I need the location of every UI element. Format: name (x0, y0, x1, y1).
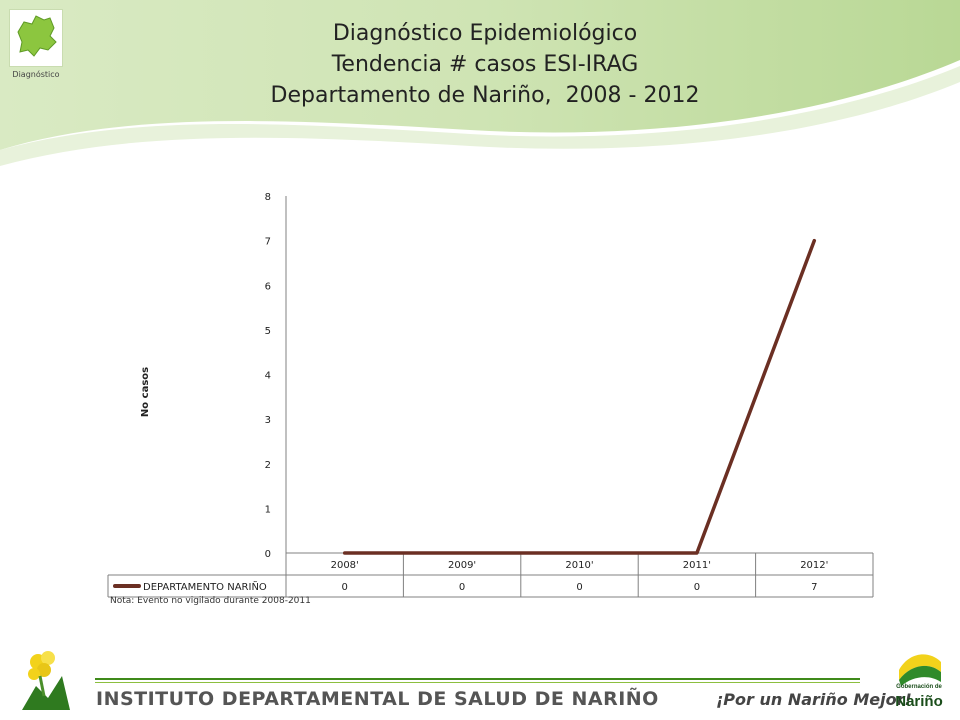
category-label: 2009' (448, 560, 476, 571)
y-axis-label: No casos (140, 367, 151, 417)
y-tick-label: 7 (265, 237, 271, 248)
table-cell-value: 0 (694, 582, 700, 593)
legend-entry-departamento-narino: DEPARTAMENTO NARIÑO (143, 580, 267, 593)
header-background (0, 0, 960, 166)
chart-note: Nota: Evento no vigilado durante 2008-20… (110, 596, 311, 606)
table-cell-value: 0 (342, 582, 348, 593)
footer-rule-thin (95, 682, 860, 683)
footer-rule (95, 678, 860, 680)
title-line-1: Diagnóstico Epidemiológico (332, 21, 638, 46)
y-tick-label: 1 (265, 504, 271, 515)
category-labels: 2008' 2009' 2010' 2011' 2012' (331, 560, 829, 571)
table-cell-value: 0 (459, 582, 465, 593)
category-label: 2008' (331, 560, 359, 571)
category-label: 2012' (800, 560, 828, 571)
gobernacion-label: Gobernación de (896, 684, 942, 690)
institute-name: INSTITUTO DEPARTAMENTAL DE SALUD DE NARI… (96, 688, 659, 710)
page-title: Diagnóstico Epidemiológico Tendencia # c… (180, 18, 790, 111)
y-tick-label: 4 (265, 371, 271, 382)
table-values: 0 0 0 0 7 (342, 582, 818, 593)
y-tick-label: 8 (265, 192, 271, 203)
y-tick-label: 5 (265, 326, 271, 337)
title-line-3: Departamento de Nariño, 2008 - 2012 (270, 83, 700, 108)
flower-emblem-icon (22, 651, 70, 710)
y-axis-ticks: 0 1 2 3 4 5 6 7 8 (265, 192, 271, 560)
table-cell-value: 7 (811, 582, 817, 593)
category-label: 2010' (565, 560, 593, 571)
table-cell-value: 0 (576, 582, 582, 593)
logo-caption: Diagnóstico (12, 70, 60, 79)
y-tick-label: 6 (265, 281, 271, 292)
category-label: 2011' (683, 560, 711, 571)
header-logo (9, 9, 63, 67)
series-line-departamento-narino (342, 238, 817, 555)
narino-label: Nariño (895, 693, 943, 710)
slogan: ¡Por un Nariño Mejor! (716, 690, 912, 709)
flag-emblem-icon (899, 654, 941, 686)
y-tick-label: 3 (265, 415, 271, 426)
title-line-2: Tendencia # casos ESI-IRAG (331, 52, 639, 77)
y-tick-label: 2 (265, 460, 271, 471)
department-map-icon (17, 15, 57, 57)
y-tick-label: 0 (265, 549, 271, 560)
